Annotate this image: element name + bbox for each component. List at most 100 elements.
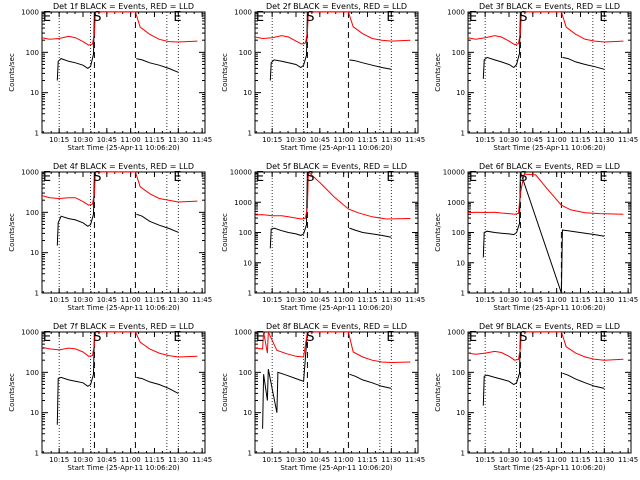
x-tick-label: 11:30 bbox=[168, 136, 188, 144]
series-line-lld bbox=[42, 332, 198, 358]
series-line-lld bbox=[255, 332, 411, 364]
plot-frame bbox=[41, 11, 206, 134]
panel-title: Det 3f BLACK = Events, RED = LLD bbox=[479, 2, 620, 11]
plot-frame bbox=[254, 171, 419, 294]
y-tick-label: 1 bbox=[248, 450, 252, 458]
x-tick-label: 11:00 bbox=[334, 296, 354, 304]
x-tick-label: 11:15 bbox=[144, 456, 164, 464]
x-axis-label: Start Time (25-Apr-11 10:06:20) bbox=[280, 144, 392, 152]
panel-title: Det 2f BLACK = Events, RED = LLD bbox=[266, 2, 407, 11]
x-tick-label: 10:45 bbox=[310, 296, 330, 304]
flare-marker-label: S bbox=[93, 330, 101, 345]
x-tick-label: 10:15 bbox=[262, 456, 282, 464]
y-tick-label: 100 bbox=[239, 49, 252, 57]
x-tick-label: 11:30 bbox=[594, 136, 614, 144]
y-axis-label: Counts/sec bbox=[8, 373, 16, 412]
panel-title: Det 5f BLACK = Events, RED = LLD bbox=[266, 162, 407, 171]
y-axis-label: Counts/sec bbox=[221, 373, 229, 412]
y-tick-label: 1 bbox=[248, 130, 252, 138]
plot-frame bbox=[467, 11, 632, 134]
x-tick-label: 10:15 bbox=[262, 136, 282, 144]
flare-marker-label: S bbox=[93, 170, 101, 185]
x-axis-label: Start Time (25-Apr-11 10:06:20) bbox=[67, 464, 179, 472]
x-tick-label: 11:00 bbox=[121, 136, 141, 144]
x-tick-label: 10:45 bbox=[523, 456, 543, 464]
x-tick-label: 10:45 bbox=[310, 136, 330, 144]
x-tick-label: 10:45 bbox=[523, 296, 543, 304]
panel-title: Det 1f BLACK = Events, RED = LLD bbox=[53, 2, 194, 11]
end-marker-label: E bbox=[173, 170, 181, 185]
x-tick-label: 10:30 bbox=[499, 136, 519, 144]
y-axis-label: Counts/sec bbox=[221, 53, 229, 92]
series-line-lld bbox=[255, 172, 411, 220]
x-tick-label: 10:15 bbox=[262, 296, 282, 304]
x-tick-label: 11:00 bbox=[547, 456, 567, 464]
x-tick-label: 10:45 bbox=[97, 296, 117, 304]
y-tick-label: 100 bbox=[26, 369, 39, 377]
y-tick-label: 1000 bbox=[447, 199, 465, 207]
y-tick-label: 1 bbox=[248, 290, 252, 298]
y-tick-label: 1000 bbox=[234, 9, 252, 17]
x-tick-label: 10:30 bbox=[73, 296, 93, 304]
detector-panel-2: Det 2f BLACK = Events, RED = LLD 1 10 100 10… bbox=[221, 2, 425, 152]
x-tick-label: 11:15 bbox=[144, 296, 164, 304]
x-tick-label: 11:15 bbox=[357, 456, 377, 464]
y-tick-label: 100 bbox=[452, 369, 465, 377]
y-tick-label: 100 bbox=[452, 229, 465, 237]
y-tick-label: 1 bbox=[35, 290, 39, 298]
y-tick-label: 10000 bbox=[443, 169, 465, 177]
panel-title: Det 7f BLACK = Events, RED = LLD bbox=[53, 322, 194, 331]
series-line-events bbox=[269, 12, 392, 81]
y-tick-label: 1000 bbox=[21, 9, 39, 17]
start-marker-label: E bbox=[256, 10, 264, 25]
x-tick-label: 11:30 bbox=[594, 456, 614, 464]
y-tick-label: 10 bbox=[456, 89, 465, 97]
series-line-lld bbox=[468, 332, 624, 361]
y-tick-label: 10 bbox=[30, 409, 39, 417]
x-tick-label: 10:30 bbox=[73, 136, 93, 144]
flare-marker-label: S bbox=[519, 170, 527, 185]
detector-panel-5: Det 5f BLACK = Events, RED = LLD 1 10 100 10… bbox=[221, 162, 425, 312]
x-tick-label: 11:00 bbox=[121, 456, 141, 464]
series-line-lld bbox=[42, 172, 198, 206]
y-axis-label: Counts/sec bbox=[434, 53, 442, 92]
x-tick-label: 11:00 bbox=[121, 296, 141, 304]
series-line-lld bbox=[468, 12, 624, 46]
x-tick-label: 11:45 bbox=[192, 136, 212, 144]
x-axis-label: Start Time (25-Apr-11 10:06:20) bbox=[280, 304, 392, 312]
series-line-events bbox=[262, 332, 392, 429]
panel-title: Det 6f BLACK = Events, RED = LLD bbox=[479, 162, 620, 171]
y-tick-label: 1 bbox=[461, 130, 465, 138]
flare-marker-label: S bbox=[306, 170, 314, 185]
series-line-events bbox=[482, 172, 605, 293]
x-tick-label: 11:30 bbox=[381, 456, 401, 464]
x-tick-label: 10:30 bbox=[73, 456, 93, 464]
detector-panel-7: Det 7f BLACK = Events, RED = LLD 1 10 100 10… bbox=[8, 322, 212, 472]
flare-marker-label: S bbox=[306, 10, 314, 25]
x-tick-label: 10:15 bbox=[49, 456, 69, 464]
detector-panel-3: Det 3f BLACK = Events, RED = LLD 1 10 100 10… bbox=[434, 2, 638, 152]
x-tick-label: 11:00 bbox=[334, 136, 354, 144]
x-tick-label: 11:45 bbox=[618, 136, 638, 144]
x-axis-label: Start Time (25-Apr-11 10:06:20) bbox=[280, 464, 392, 472]
x-tick-label: 11:30 bbox=[381, 136, 401, 144]
series-line-lld bbox=[42, 12, 198, 46]
y-axis-label: Counts/sec bbox=[434, 213, 442, 252]
flare-marker-label: S bbox=[519, 10, 527, 25]
x-axis-label: Start Time (25-Apr-11 10:06:20) bbox=[493, 144, 605, 152]
x-tick-label: 10:15 bbox=[475, 456, 495, 464]
y-tick-label: 1 bbox=[461, 450, 465, 458]
end-marker-label: E bbox=[599, 330, 607, 345]
y-tick-label: 10 bbox=[243, 259, 252, 267]
x-tick-label: 11:00 bbox=[547, 296, 567, 304]
x-axis-label: Start Time (25-Apr-11 10:06:20) bbox=[493, 304, 605, 312]
detector-panel-9: Det 9f BLACK = Events, RED = LLD 1 10 100 10… bbox=[434, 322, 638, 472]
x-tick-label: 11:45 bbox=[618, 456, 638, 464]
start-marker-label: E bbox=[43, 170, 51, 185]
x-tick-label: 10:15 bbox=[475, 136, 495, 144]
series-line-events bbox=[482, 12, 605, 79]
y-tick-label: 100 bbox=[26, 49, 39, 57]
x-tick-label: 10:30 bbox=[286, 296, 306, 304]
y-tick-label: 1000 bbox=[447, 9, 465, 17]
